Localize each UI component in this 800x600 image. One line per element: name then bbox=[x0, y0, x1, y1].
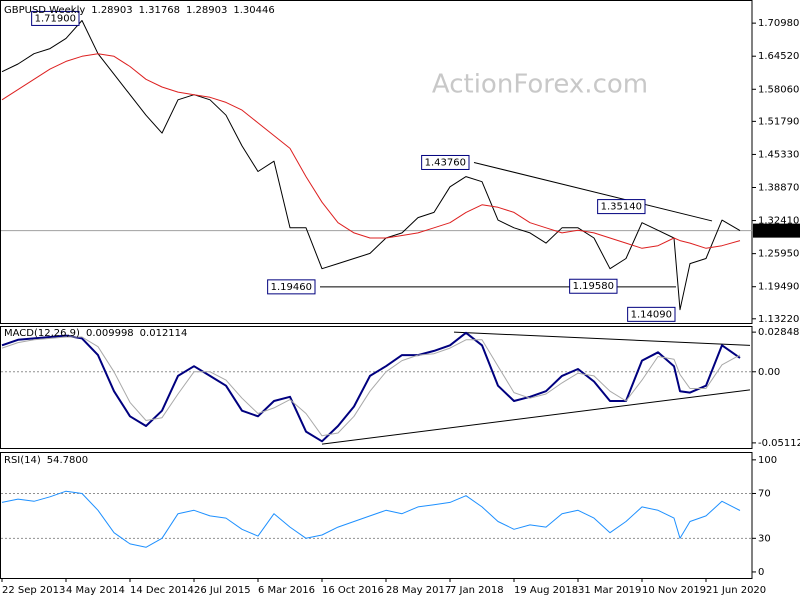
annotation-box bbox=[421, 154, 470, 170]
trendline bbox=[473, 161, 713, 222]
annotation-label: 1.43760 bbox=[425, 157, 466, 168]
y-tick-label: 70 bbox=[758, 488, 771, 499]
y-tick-label: 0.00 bbox=[758, 367, 780, 378]
header-value: 0.009998 bbox=[86, 328, 134, 339]
y-tick-label: 30 bbox=[758, 533, 771, 544]
header-value: 1.31768 bbox=[139, 5, 180, 16]
header-value: 1.30446 bbox=[233, 5, 274, 16]
x-tick-label: 19 Aug 2018 bbox=[514, 585, 578, 596]
y-tick-label: 1.45330 bbox=[758, 149, 799, 160]
y-tick-label: 1.19490 bbox=[758, 282, 799, 293]
annotation-label: 1.35140 bbox=[601, 202, 642, 213]
panel-header: GBPUSD Weekly 1.28903 1.31768 1.28903 1.3044… bbox=[4, 5, 275, 16]
panel-header: MACD(12,26,9) 0.009998 0.012114 bbox=[4, 328, 187, 339]
y-tick-label: 1.32410 bbox=[758, 216, 799, 227]
annotation-box bbox=[627, 306, 676, 322]
watermark: ActionForex.com bbox=[432, 70, 648, 100]
x-tick-label: 31 Mar 2019 bbox=[578, 585, 641, 596]
header-value: 1.28903 bbox=[186, 5, 227, 16]
x-tick-label: 28 May 2017 bbox=[386, 585, 451, 596]
current-price-box bbox=[753, 223, 800, 238]
y-tick-label: 1.38870 bbox=[758, 183, 799, 194]
y-tick-label: 1.25950 bbox=[758, 249, 799, 260]
annotation-box bbox=[597, 199, 646, 215]
current-price-label: 1.30446 bbox=[758, 226, 799, 237]
x-tick-label: 16 Oct 2016 bbox=[322, 585, 384, 596]
y-tick-label: 1.51790 bbox=[758, 116, 799, 127]
y-tick-label: 0.028489 bbox=[758, 327, 800, 338]
series-line bbox=[1, 331, 741, 443]
x-tick-label: 22 Sep 2013 bbox=[2, 585, 65, 596]
annotation-label: 1.71900 bbox=[35, 13, 76, 24]
x-tick-label: 6 Mar 2016 bbox=[258, 585, 315, 596]
annotation-label: 1.14090 bbox=[631, 309, 672, 320]
trendline bbox=[453, 331, 751, 346]
series-line bbox=[1, 53, 741, 249]
x-tick-label: 26 Jul 2015 bbox=[194, 585, 251, 596]
panel-frame bbox=[0, 0, 753, 324]
panel-title: GBPUSD Weekly bbox=[4, 5, 85, 16]
header-value: 54.7800 bbox=[47, 455, 88, 466]
annotation-label: 1.19460 bbox=[271, 282, 312, 293]
panel-title: MACD(12,26,9) bbox=[4, 328, 80, 339]
y-tick-label: 1.58060 bbox=[758, 84, 799, 95]
x-tick-label: 4 May 2014 bbox=[66, 585, 125, 596]
header-value: 0.012114 bbox=[140, 328, 188, 339]
annotation-box bbox=[31, 10, 80, 26]
y-tick-label: 100 bbox=[758, 455, 777, 466]
series-line bbox=[1, 336, 741, 437]
panel-header: RSI(14) 54.7800 bbox=[4, 455, 88, 466]
series-line bbox=[1, 20, 741, 311]
y-tick-label: 0 bbox=[758, 567, 764, 578]
x-tick-label: 10 Nov 2019 bbox=[642, 585, 706, 596]
y-tick-label: 1.70980 bbox=[758, 18, 799, 29]
y-tick-label: 1.64520 bbox=[758, 51, 799, 62]
y-tick-label: 1.13220 bbox=[758, 314, 799, 325]
x-tick-label: 7 Jan 2018 bbox=[450, 585, 504, 596]
series-line bbox=[1, 490, 741, 548]
x-tick-label: 21 Jun 2020 bbox=[706, 585, 766, 596]
panel-title: RSI(14) bbox=[4, 455, 41, 466]
x-tick-label: 14 Dec 2014 bbox=[130, 585, 194, 596]
trendline bbox=[321, 389, 751, 445]
header-value: 1.28903 bbox=[91, 5, 132, 16]
annotation-box bbox=[569, 278, 618, 294]
panel-frame bbox=[0, 326, 753, 449]
annotation-box bbox=[267, 279, 316, 295]
y-tick-label: -0.051125 bbox=[758, 438, 800, 449]
panel-frame bbox=[0, 452, 753, 579]
annotation-label: 1.19580 bbox=[573, 281, 614, 292]
